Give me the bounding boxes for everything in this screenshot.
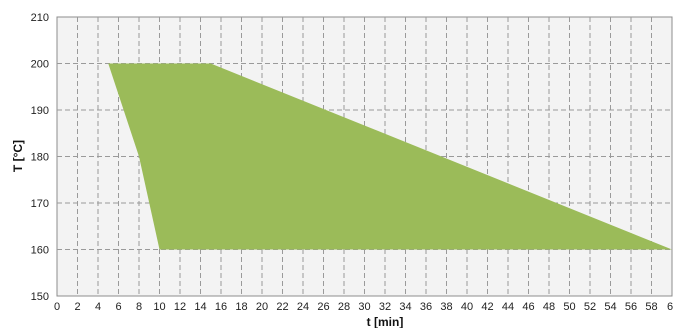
x-tick-label: 4 <box>95 301 101 313</box>
x-tick-label: 34 <box>399 301 411 313</box>
x-tick-label: 28 <box>338 301 350 313</box>
y-tick-label: 190 <box>31 105 49 117</box>
x-tick-label: 48 <box>543 301 555 313</box>
x-tick-label: 18 <box>235 301 247 313</box>
x-tick-labels: 0 2 4 6 8 10 12 14 16 18 20 22 24 26 28 30 32 34 36 38 40 42 4… <box>54 301 673 313</box>
x-tick-label: 10 <box>153 301 165 313</box>
x-tick-label: 8 <box>136 301 142 313</box>
x-tick-label: 0 <box>54 301 60 313</box>
x-tick-label: 54 <box>604 301 616 313</box>
x-tick-label: 56 <box>625 301 637 313</box>
series-layer <box>108 63 672 250</box>
y-tick-label: 180 <box>31 152 49 164</box>
x-tick-label: 50 <box>563 301 575 313</box>
process-window-area <box>108 63 672 250</box>
x-tick-label: 52 <box>584 301 596 313</box>
x-tick-label: 2 <box>74 301 80 313</box>
y-tick-labels: 150 160 170 180 190 200 210 <box>31 12 49 303</box>
x-tick-label: 6 <box>115 301 121 313</box>
y-tick-label: 160 <box>31 245 49 257</box>
x-axis-title: t [min] <box>367 315 404 328</box>
x-tick-label: 26 <box>317 301 329 313</box>
x-tick-label: 22 <box>276 301 288 313</box>
x-tick-label: 44 <box>502 301 514 313</box>
x-tick-label: 30 <box>358 301 370 313</box>
y-tick-label: 210 <box>31 12 49 24</box>
y-tick-label: 170 <box>31 198 49 210</box>
x-tick-label: 46 <box>522 301 534 313</box>
x-tick-label: 20 <box>256 301 268 313</box>
x-tick-label: 6 <box>667 301 673 313</box>
x-tick-label: 24 <box>297 301 309 313</box>
y-axis-title: T [°C] <box>11 140 25 172</box>
x-tick-label: 16 <box>215 301 227 313</box>
y-tick-label: 150 <box>31 291 49 303</box>
x-tick-label: 32 <box>379 301 391 313</box>
x-tick-label: 12 <box>174 301 186 313</box>
x-tick-label: 58 <box>645 301 657 313</box>
x-tick-label: 40 <box>461 301 473 313</box>
y-tick-label: 200 <box>31 59 49 71</box>
x-tick-label: 36 <box>420 301 432 313</box>
x-tick-label: 42 <box>481 301 493 313</box>
x-tick-label: 38 <box>440 301 452 313</box>
x-tick-label: 14 <box>194 301 206 313</box>
